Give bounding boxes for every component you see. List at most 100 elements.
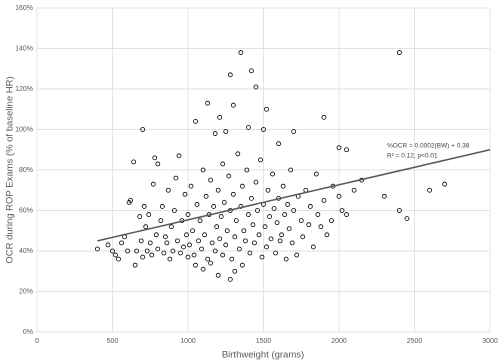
data-point <box>404 216 410 222</box>
data-point <box>289 240 295 246</box>
x-tick-label: 1000 <box>180 338 196 345</box>
y-tick-label: 140% <box>15 45 33 52</box>
data-point <box>277 238 283 244</box>
data-point <box>215 187 221 193</box>
data-point <box>143 224 149 230</box>
data-point <box>152 155 158 161</box>
x-tick-label: 2500 <box>407 338 423 345</box>
data-point <box>344 147 349 153</box>
data-point <box>161 250 167 256</box>
data-point <box>132 262 138 268</box>
data-point <box>339 208 345 213</box>
data-point <box>294 252 300 258</box>
y-tick-label: 60% <box>19 207 33 214</box>
trendline <box>97 149 491 242</box>
data-point <box>291 208 297 213</box>
data-point <box>155 246 161 252</box>
x-axis-title: Birthweight (grams) <box>222 350 304 361</box>
data-point <box>315 212 321 217</box>
data-point <box>241 228 247 234</box>
data-point <box>165 187 171 193</box>
data-point <box>245 125 251 130</box>
y-tick-label: 80% <box>19 167 33 174</box>
data-point <box>212 131 218 136</box>
data-point <box>141 204 147 209</box>
data-point <box>196 238 201 244</box>
data-point <box>150 181 156 187</box>
data-point <box>264 106 269 112</box>
data-point <box>258 157 263 163</box>
data-point <box>191 252 197 258</box>
data-point <box>187 242 192 248</box>
x-tick-label: 0 <box>35 338 39 345</box>
y-tick-label: 120% <box>15 86 33 93</box>
y-axis-title: OCR during ROP Exams (% of baseline HR) <box>5 76 16 263</box>
data-point <box>131 159 137 165</box>
data-point <box>134 248 140 254</box>
data-point <box>221 199 227 205</box>
data-point <box>218 214 224 219</box>
data-point <box>178 250 183 256</box>
data-point <box>252 240 257 246</box>
annotation: R² = 0.12, p<0.01 <box>387 153 438 160</box>
data-point <box>119 240 124 246</box>
data-point <box>200 266 206 272</box>
data-point <box>344 212 349 217</box>
data-point <box>239 262 245 268</box>
y-tick-label: 160% <box>15 5 33 12</box>
data-point <box>173 175 179 181</box>
data-point <box>242 238 248 244</box>
data-point <box>310 244 316 250</box>
data-point <box>209 240 215 246</box>
data-point <box>193 119 198 124</box>
data-point <box>224 228 230 234</box>
data-point <box>255 208 260 213</box>
data-point <box>247 250 253 256</box>
y-tick-label: 100% <box>15 126 33 133</box>
data-point <box>168 224 174 230</box>
data-point <box>167 256 173 262</box>
data-point <box>250 222 256 228</box>
data-point <box>249 195 254 201</box>
data-point <box>159 204 165 209</box>
data-point <box>233 218 239 224</box>
data-point <box>321 197 327 203</box>
y-tick-label: 0% <box>23 329 33 336</box>
data-point <box>336 145 342 151</box>
data-point <box>194 202 200 207</box>
data-point <box>279 232 285 238</box>
data-point <box>274 220 280 226</box>
data-point <box>265 187 271 193</box>
x-tick-label: 500 <box>107 338 119 345</box>
data-point <box>211 204 217 209</box>
data-point <box>236 246 242 252</box>
x-tick-label: 1500 <box>256 338 272 345</box>
y-tick-label: 20% <box>19 288 33 295</box>
data-point <box>324 232 330 238</box>
data-point <box>215 272 221 278</box>
data-point <box>329 218 334 224</box>
x-tick-label: 2000 <box>331 338 347 345</box>
data-point <box>205 256 211 262</box>
data-point <box>226 173 232 179</box>
data-point <box>256 232 262 238</box>
data-point <box>282 212 288 217</box>
data-point <box>262 224 268 230</box>
data-point <box>182 191 188 197</box>
data-point <box>172 208 177 213</box>
data-point <box>351 187 357 193</box>
data-point <box>336 193 342 199</box>
data-point <box>193 262 198 268</box>
data-point <box>212 248 218 254</box>
data-point <box>259 254 265 260</box>
data-point <box>137 214 143 219</box>
data-point <box>381 193 387 199</box>
data-point <box>249 68 254 74</box>
data-point <box>253 84 259 90</box>
data-point <box>307 204 313 209</box>
data-point <box>162 234 168 240</box>
data-point <box>271 206 277 211</box>
data-point <box>313 171 319 177</box>
data-point <box>427 187 433 193</box>
y-tick-label: 40% <box>19 248 33 255</box>
